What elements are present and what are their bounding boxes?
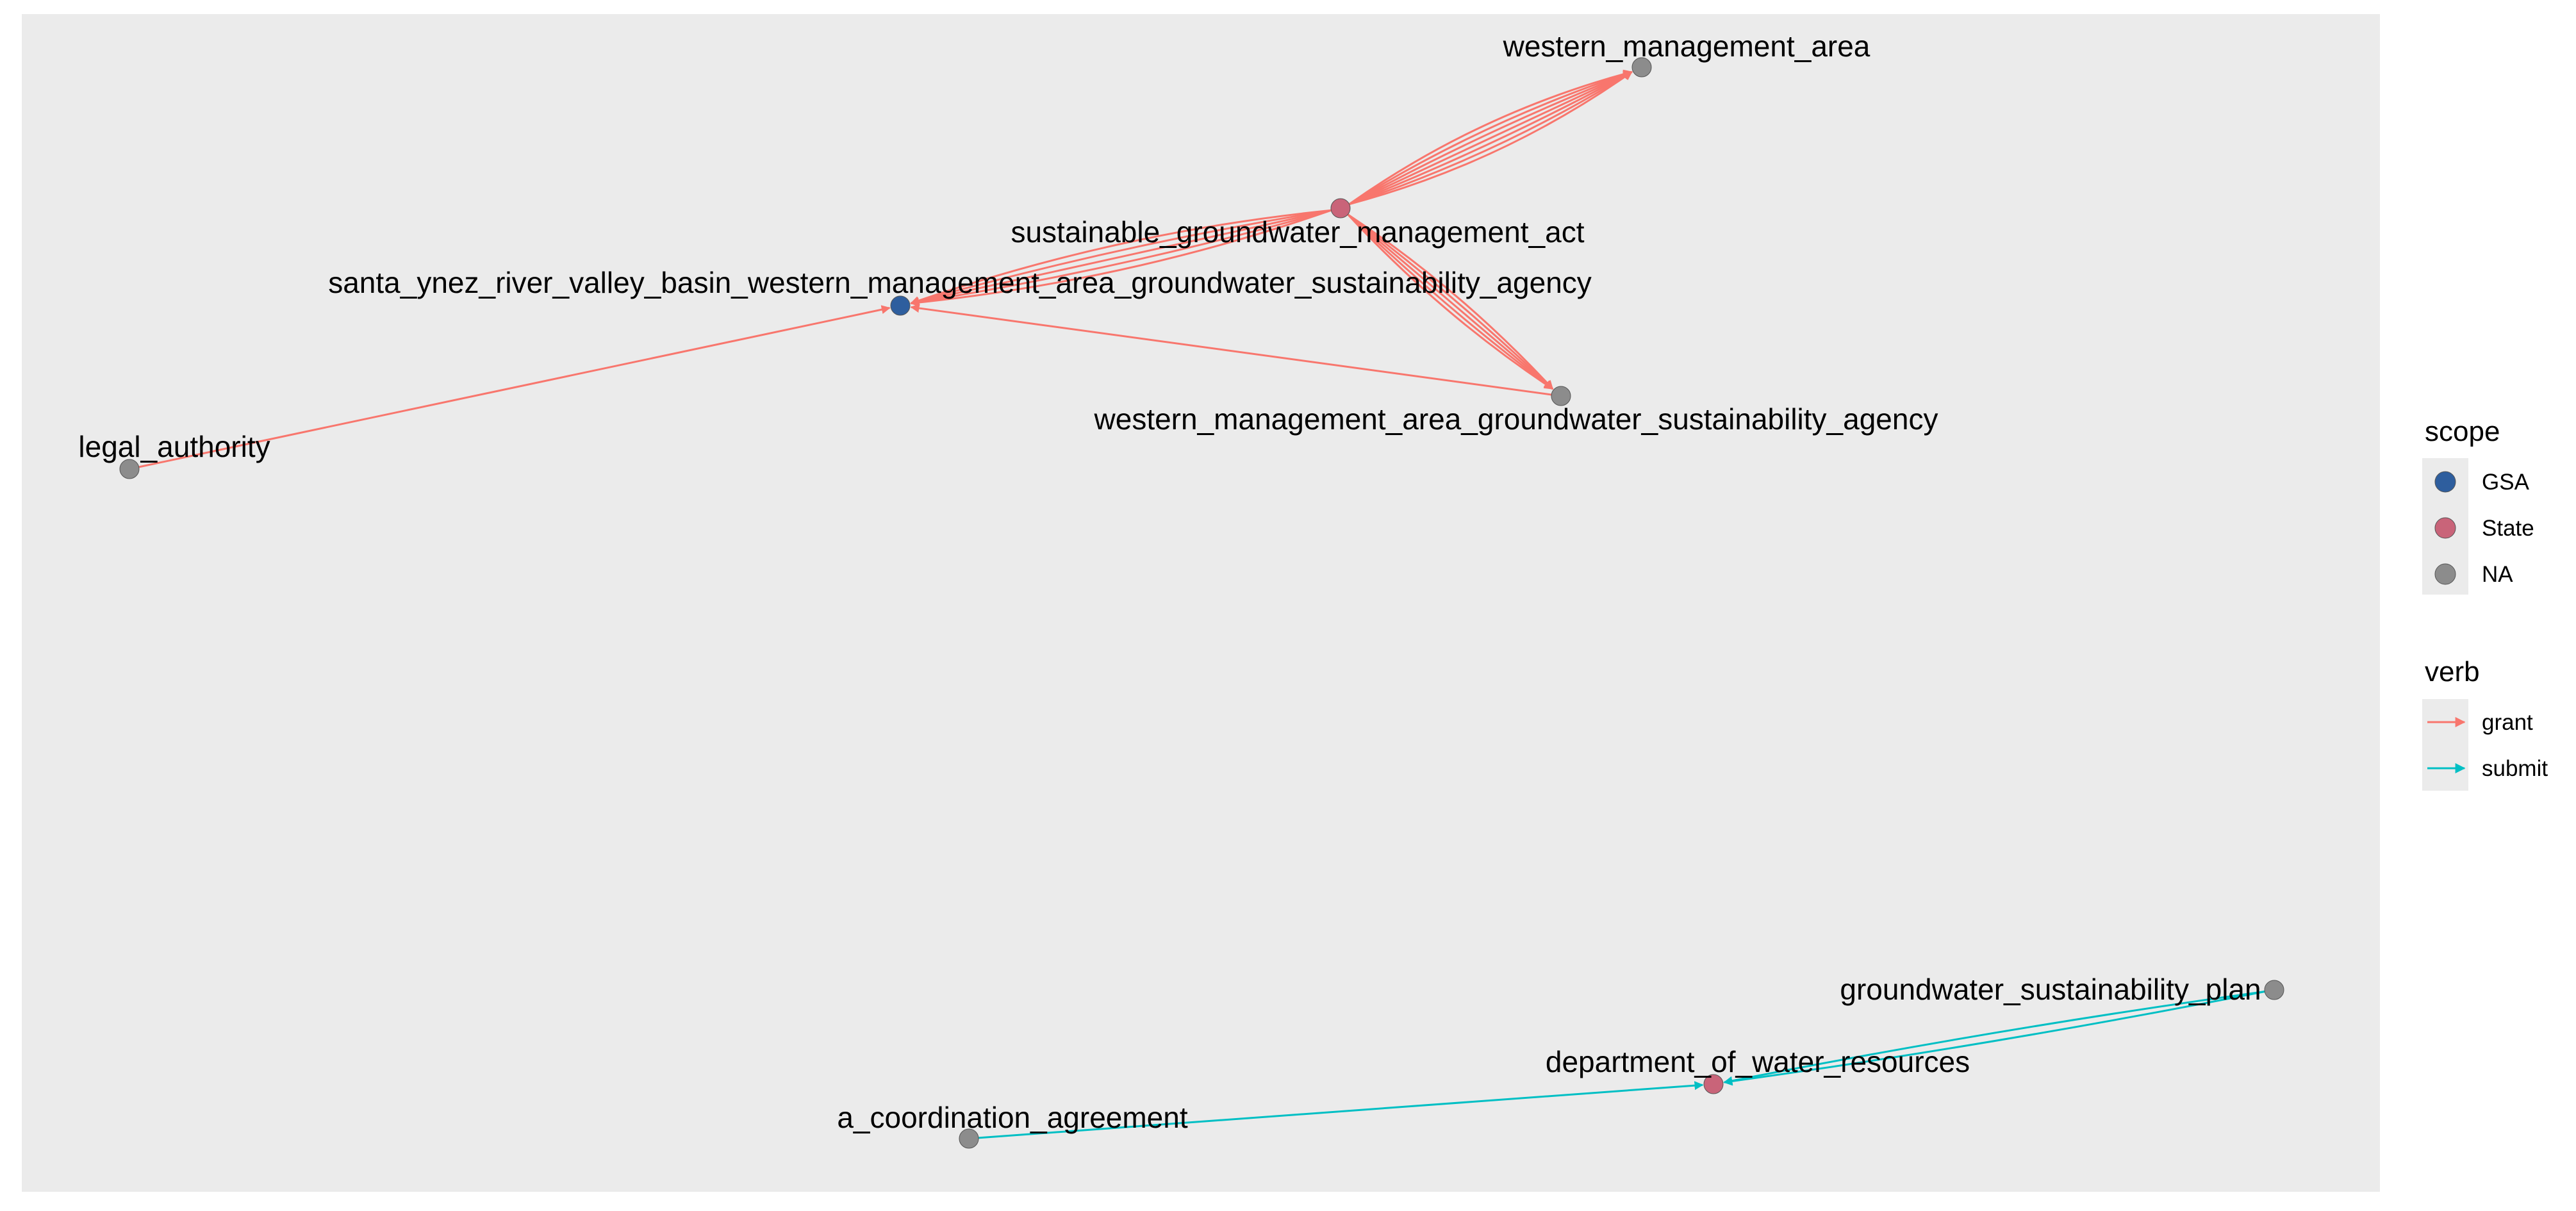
node-label-western_management_area: western_management_area xyxy=(1503,29,1870,63)
node-label-dwr: department_of_water_resources xyxy=(1546,1045,1970,1078)
node-gsp xyxy=(2264,980,2284,1000)
edge-sgma-to-western_management_area-6 xyxy=(1349,70,1633,206)
legend-verb: verb grant submit xyxy=(2422,656,2548,791)
node-sgma xyxy=(1330,198,1351,218)
legend-verb-key-bg xyxy=(2422,699,2468,791)
node-wma_gsa xyxy=(1551,386,1571,406)
edge-coordination-to-dwr-1 xyxy=(978,1081,1704,1139)
legend-scope-label-na: NA xyxy=(2482,562,2513,587)
node-labels: western_management_area sustainable_groun… xyxy=(78,29,2261,1134)
legend-scope-swatch-gsa xyxy=(2434,471,2456,493)
edge-sgma-to-santa_ynez-4 xyxy=(910,209,1332,306)
legend-scope-swatch-state xyxy=(2434,517,2456,539)
edge-gsp-to-dwr-2 xyxy=(1723,991,2265,1085)
edge-sgma-to-santa_ynez-5 xyxy=(910,209,1332,305)
legend-verb-label-submit: submit xyxy=(2482,756,2548,781)
legend-scope-label-gsa: GSA xyxy=(2482,470,2530,495)
edges xyxy=(138,69,2265,1139)
edge-sgma-to-wma_gsa-1 xyxy=(1347,213,1554,390)
edge-sgma-to-wma_gsa-2 xyxy=(1347,213,1554,390)
node-santa_ynez xyxy=(890,295,911,316)
edge-sgma-to-western_management_area-2 xyxy=(1348,70,1633,205)
node-coordination xyxy=(959,1128,979,1149)
edge-sgma-to-western_management_area-5 xyxy=(1349,70,1633,206)
edge-wma_gsa-to-santa_ynez-1 xyxy=(910,304,1552,396)
edge-sgma-to-wma_gsa-3 xyxy=(1347,213,1554,390)
legend-scope: scope GSA State NA xyxy=(2422,416,2534,595)
legend-verb-label-grant: grant xyxy=(2482,710,2533,735)
edge-legal_authority-to-santa_ynez-1 xyxy=(138,305,891,468)
plot-panel xyxy=(22,14,2380,1192)
edge-sgma-to-western_management_area-4 xyxy=(1348,70,1633,205)
edge-sgma-to-western_management_area-3 xyxy=(1348,70,1633,205)
legend-scope-swatch-na xyxy=(2434,563,2456,585)
node-label-wma_gsa: western_management_area_groundwater_sust… xyxy=(1094,402,1938,436)
node-legal_authority xyxy=(119,459,140,479)
edge-sgma-to-western_management_area-1 xyxy=(1348,69,1633,205)
node-western_management_area xyxy=(1631,57,1652,78)
edge-sgma-to-wma_gsa-4 xyxy=(1347,213,1554,390)
edge-gsp-to-dwr-1 xyxy=(1723,991,2265,1086)
node-label-legal_authority: legal_authority xyxy=(78,430,270,463)
node-label-santa_ynez: santa_ynez_river_valley_basin_western_ma… xyxy=(328,266,1592,299)
node-label-coordination: a_coordination_agreement xyxy=(837,1101,1188,1134)
nodes xyxy=(119,57,2284,1149)
legend-scope-label-state: State xyxy=(2482,516,2534,541)
legend-verb-title: verb xyxy=(2425,656,2480,688)
edge-sgma-to-santa_ynez-1 xyxy=(910,209,1332,308)
node-dwr xyxy=(1703,1074,1724,1094)
node-label-sgma: sustainable_groundwater_management_act xyxy=(1011,215,1584,249)
edge-sgma-to-santa_ynez-3 xyxy=(910,209,1332,306)
edge-sgma-to-western_management_area-7 xyxy=(1349,70,1633,206)
legend-scope-title: scope xyxy=(2425,416,2500,447)
edge-sgma-to-wma_gsa-5 xyxy=(1347,213,1554,390)
node-label-gsp: groundwater_sustainability_plan xyxy=(1840,973,2261,1006)
edge-sgma-to-santa_ynez-2 xyxy=(910,209,1332,307)
